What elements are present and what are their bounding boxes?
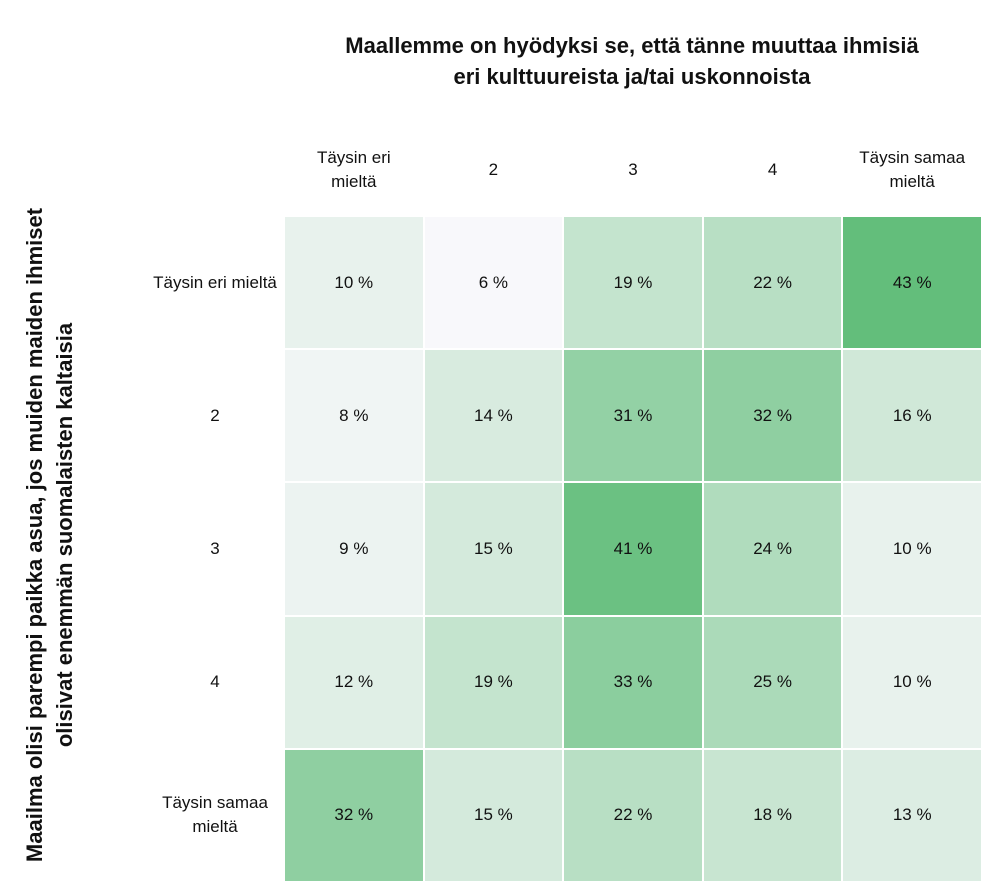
heatmap-cell: 24 % [702, 482, 843, 616]
y-title-line: Maailma olisi parempi paikka asua, jos m… [22, 207, 47, 863]
heatmap-cell: 25 % [702, 615, 843, 749]
y-title-line: olisivat enemmän suomalaisten kaltaisia [52, 322, 77, 748]
heatmap-cell: 41 % [563, 482, 703, 616]
heatmap-cell: 22 % [702, 216, 843, 350]
cell-label: 15 % [474, 538, 513, 558]
cell-label: 12 % [334, 672, 374, 692]
heatmap-cell: 8 % [284, 349, 424, 483]
x-category-label: 2 [488, 160, 499, 179]
cell-label: 8 % [339, 405, 369, 425]
heatmap-cell: 9 % [284, 482, 424, 616]
cell-label: 43 % [892, 272, 932, 292]
heatmap-cell: 43 % [842, 216, 982, 350]
y-category-label: 2 [210, 405, 220, 425]
cell-label: 24 % [753, 538, 792, 558]
heatmap-cell: 14 % [423, 349, 564, 483]
heatmap-cell: 32 % [702, 349, 843, 483]
y-category-label: Täysin eri mieltä [153, 272, 277, 292]
y-axis-title: Maailma olisi parempi paikka asua, jos m… [20, 195, 80, 875]
cell-label: 19 % [613, 272, 653, 292]
heatmap-cell: 12 % [284, 615, 424, 749]
heatmap-cell: 10 % [842, 615, 982, 749]
cell-label: 16 % [892, 405, 932, 425]
title-line: eri kulttuureista ja/tai uskonnoista [453, 64, 811, 89]
heatmap-cell: 15 % [423, 482, 564, 616]
heatmap-cell: 6 % [423, 216, 564, 350]
title-line: Maallemme on hyödyksi se, että tänne muu… [345, 33, 919, 58]
chart-title: Maallemme on hyödyksi se, että tänne muu… [282, 30, 982, 92]
y-category-label: 4 [210, 672, 220, 692]
x-category-label: Täysin samaa mieltä [859, 148, 966, 191]
heatmap-cell: 19 % [423, 615, 564, 749]
cell-label: 10 % [892, 672, 932, 692]
heatmap-cell: 18 % [702, 748, 843, 882]
cell-label: 32 % [334, 805, 374, 825]
cell-label: 25 % [753, 672, 792, 692]
y-category-label: 3 [210, 538, 220, 558]
heatmap-cell: 19 % [563, 216, 703, 350]
cell-label: 32 % [753, 405, 792, 425]
x-category-label: 3 [628, 160, 638, 179]
cell-label: 22 % [613, 805, 653, 825]
x-category-label: 4 [767, 160, 778, 179]
cell-label: 14 % [474, 405, 513, 425]
heatmap-cell: 16 % [842, 349, 982, 483]
x-category-label: Täysin eri mieltä [316, 148, 391, 191]
cell-label: 9 % [339, 538, 369, 558]
heatmap-cell: 22 % [563, 748, 703, 882]
heatmap-cell: 10 % [842, 482, 982, 616]
cell-label: 10 % [334, 272, 374, 292]
cell-label: 31 % [613, 405, 653, 425]
cell-label: 13 % [892, 805, 932, 825]
cell-label: 33 % [613, 672, 653, 692]
cell-label: 18 % [753, 805, 792, 825]
heatmap-cell: 10 % [284, 216, 424, 350]
cell-label: 41 % [613, 538, 653, 558]
heatmap-cell: 32 % [284, 748, 424, 882]
heatmap-cell: 33 % [563, 615, 703, 749]
cell-label: 19 % [474, 672, 513, 692]
cell-label: 15 % [474, 805, 513, 825]
y-category-label: Täysin samaa mieltä [162, 793, 268, 837]
heatmap-cell: 13 % [842, 748, 982, 882]
cell-label: 6 % [478, 272, 509, 292]
cell-label: 10 % [892, 538, 932, 558]
cell-label: 22 % [753, 272, 792, 292]
heatmap-cell: 15 % [423, 748, 564, 882]
heatmap-cell: 31 % [563, 349, 703, 483]
